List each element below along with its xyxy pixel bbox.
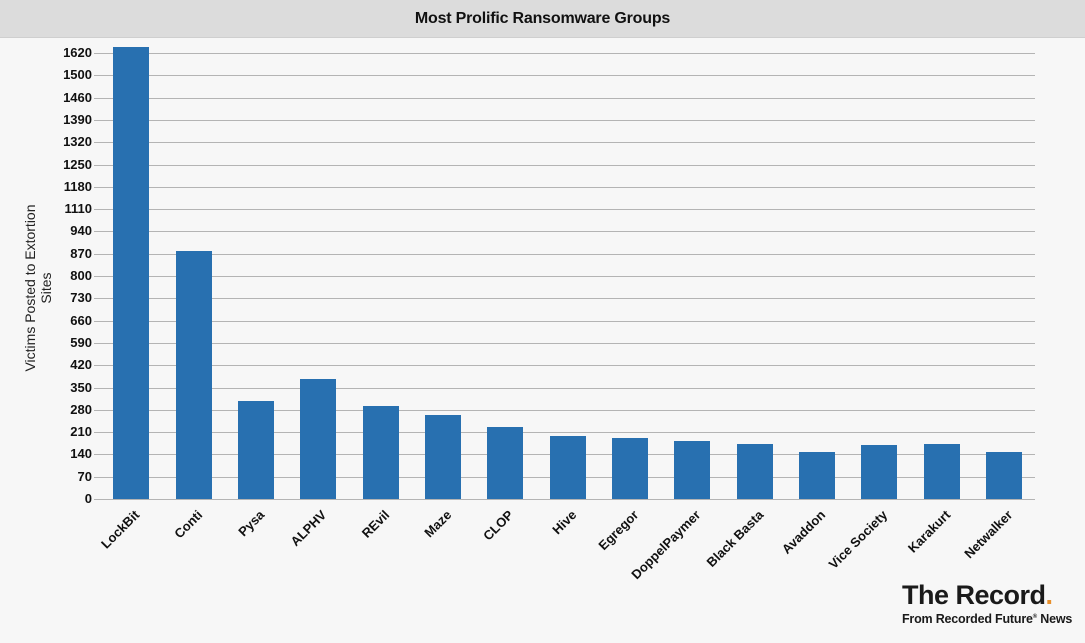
x-tick-label: REvil xyxy=(358,507,393,541)
bar-pysa xyxy=(238,401,274,499)
gridline xyxy=(94,187,1035,188)
x-tick-label: CLOP xyxy=(480,507,517,544)
logo-subtitle: From Recorded Future® News xyxy=(902,612,1073,626)
bar-vice-society xyxy=(861,445,897,499)
x-tick-label: Pysa xyxy=(235,507,268,540)
y-tick-label: 280 xyxy=(70,402,92,417)
gridline xyxy=(94,254,1035,255)
bar-avaddon xyxy=(799,452,835,499)
bar-egregor xyxy=(612,438,648,499)
y-tick-label: 1500 xyxy=(63,67,92,82)
bar-hive xyxy=(550,436,586,499)
y-tick-label: 210 xyxy=(70,424,92,439)
x-tick-label: Egregor xyxy=(595,507,642,554)
y-tick-label: 730 xyxy=(70,290,92,305)
x-tick-label: DoppelPaymer xyxy=(628,507,704,583)
gridline xyxy=(94,321,1035,322)
gridline xyxy=(94,298,1035,299)
the-record-logo: The Record. From Recorded Future® News xyxy=(902,580,1072,626)
bar-karakurt xyxy=(924,444,960,499)
gridline xyxy=(94,120,1035,121)
bar-alphv xyxy=(300,379,336,499)
y-tick-label: 1460 xyxy=(63,90,92,105)
gridline xyxy=(94,410,1035,411)
bar-netwalker xyxy=(986,452,1022,499)
bar-revil xyxy=(363,406,399,499)
x-tick-label: ALPHV xyxy=(287,507,330,549)
logo-dot: . xyxy=(1045,580,1054,610)
x-tick-label: Avaddon xyxy=(778,507,829,557)
y-tick-label: 590 xyxy=(70,335,92,350)
bar-maze xyxy=(425,415,461,499)
y-tick-label: 70 xyxy=(77,469,92,484)
x-tick-label: Black Basta xyxy=(703,507,767,570)
gridline xyxy=(94,165,1035,166)
x-tick-label: Vice Society xyxy=(825,507,891,572)
y-tick-label: 140 xyxy=(70,446,92,461)
gridline xyxy=(94,499,1035,500)
x-tick-label: Hive xyxy=(549,507,580,538)
y-tick-label: 940 xyxy=(70,223,92,238)
chart-title-bar: Most Prolific Ransomware Groups xyxy=(0,0,1085,38)
chart-title: Most Prolific Ransomware Groups xyxy=(414,9,671,27)
gridline xyxy=(94,343,1035,344)
y-tick-label: 660 xyxy=(70,313,92,328)
bar-conti xyxy=(176,251,212,499)
y-tick-label: 350 xyxy=(70,380,92,395)
x-tick-label: LockBit xyxy=(97,507,143,552)
y-tick-label: 800 xyxy=(70,268,92,283)
bar-black-basta xyxy=(737,444,773,499)
gridline xyxy=(94,276,1035,277)
gridline xyxy=(94,231,1035,232)
bar-clop xyxy=(487,427,523,499)
gridline xyxy=(94,209,1035,210)
y-tick-label: 1620 xyxy=(63,45,92,60)
gridline xyxy=(94,75,1035,76)
y-tick-label: 420 xyxy=(70,357,92,372)
bar-doppelpaymer xyxy=(674,441,710,499)
gridline xyxy=(94,142,1035,143)
y-tick-label: 1320 xyxy=(63,134,92,149)
y-tick-label: 1390 xyxy=(63,112,92,127)
y-tick-label: 0 xyxy=(84,491,92,506)
bar-lockbit xyxy=(113,47,149,499)
y-tick-label: 870 xyxy=(70,246,92,261)
y-tick-label: 1180 xyxy=(63,179,92,194)
x-tick-label: Conti xyxy=(171,507,206,542)
y-tick-label: 1250 xyxy=(63,157,92,172)
gridline xyxy=(94,432,1035,433)
gridline xyxy=(94,98,1035,99)
gridline xyxy=(94,388,1035,389)
gridline xyxy=(94,53,1035,54)
y-tick-label: 1110 xyxy=(64,201,93,216)
logo-brand: The Record. xyxy=(902,580,1054,610)
gridline xyxy=(94,365,1035,366)
x-tick-label: Maze xyxy=(421,507,455,541)
